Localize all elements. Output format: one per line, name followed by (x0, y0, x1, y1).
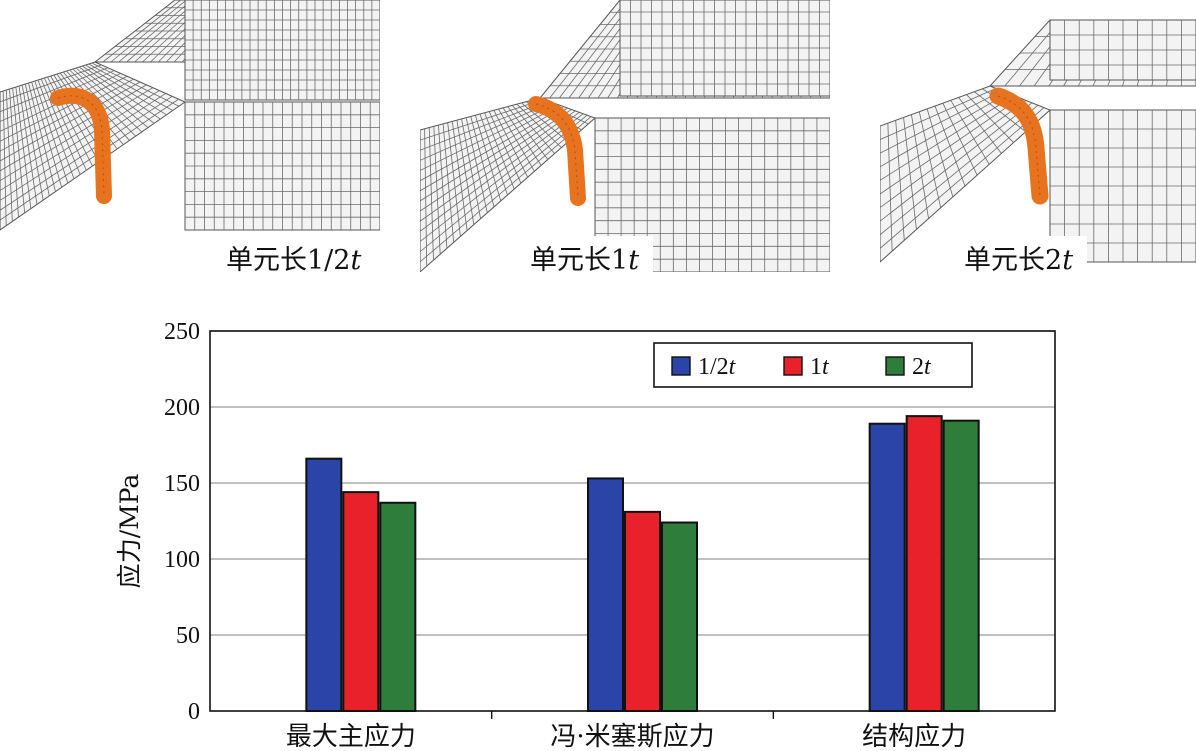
caption-prefix: 单元长 (226, 245, 307, 276)
y-tick-label: 50 (176, 623, 200, 649)
mesh-image-1t (420, 0, 830, 272)
legend-label: 1/2t (698, 354, 737, 380)
caption-value: 1 (611, 245, 629, 276)
branch-beam-mesh (594, 117, 830, 272)
caption-unit: t (1062, 245, 1074, 276)
y-tick-label: 150 (164, 471, 200, 497)
stress-bar-chart: 0 50 100 150 200 250 应力/MPa 最大主应力 冯·米塞斯应力 结构应力 1/2… (115, 319, 1056, 751)
upper-beam-mesh (1049, 19, 1196, 81)
caption-prefix: 单元长 (964, 245, 1045, 276)
legend-box (653, 342, 973, 388)
bar (305, 457, 343, 712)
bar (868, 422, 906, 712)
legend-swatch (671, 356, 691, 376)
legend-swatch (885, 356, 905, 376)
y-axis-label: 应力/MPa (115, 474, 144, 589)
main-beam-front-mesh (0, 61, 187, 231)
bar (379, 501, 417, 712)
legend-swatch (783, 356, 803, 376)
mesh-panel-2t (880, 0, 1196, 272)
bar (624, 510, 661, 712)
mesh-panel-1t (420, 0, 830, 272)
caption-2t: 单元长2t (950, 236, 1088, 279)
branch-beam-mesh (184, 101, 380, 231)
y-tick-label: 0 (188, 699, 200, 725)
legend-label: 2t (912, 354, 932, 380)
mesh-image-half-t (0, 0, 380, 231)
bar (942, 419, 980, 713)
y-tick-label: 100 (164, 547, 200, 573)
mesh-image-2t (880, 19, 1196, 263)
bar (587, 477, 624, 712)
x-category-label: 冯·米塞斯应力 (550, 722, 714, 751)
x-category-label: 最大主应力 (286, 722, 416, 751)
x-category-label: 结构应力 (862, 722, 966, 751)
caption-half-t: 单元长1/2t (212, 236, 376, 279)
branch-beam-mesh (1049, 109, 1196, 263)
bar (905, 415, 943, 713)
upper-beam-mesh (184, 0, 380, 101)
caption-value: 1/2 (307, 245, 351, 276)
caption-unit: t (350, 245, 362, 276)
weld-seam-half-t (50, 87, 112, 204)
y-tick-label: 200 (164, 395, 200, 421)
caption-unit: t (628, 245, 640, 276)
upper-beam-mesh (619, 0, 830, 97)
bar (661, 521, 698, 712)
mesh-panel-half-t (0, 0, 380, 272)
caption-1t: 单元长1t (516, 236, 654, 279)
caption-prefix: 单元长 (530, 245, 611, 276)
legend-label: 1t (810, 354, 830, 380)
caption-value: 2 (1045, 245, 1063, 276)
bar (342, 491, 380, 712)
y-tick-label: 250 (164, 319, 200, 345)
